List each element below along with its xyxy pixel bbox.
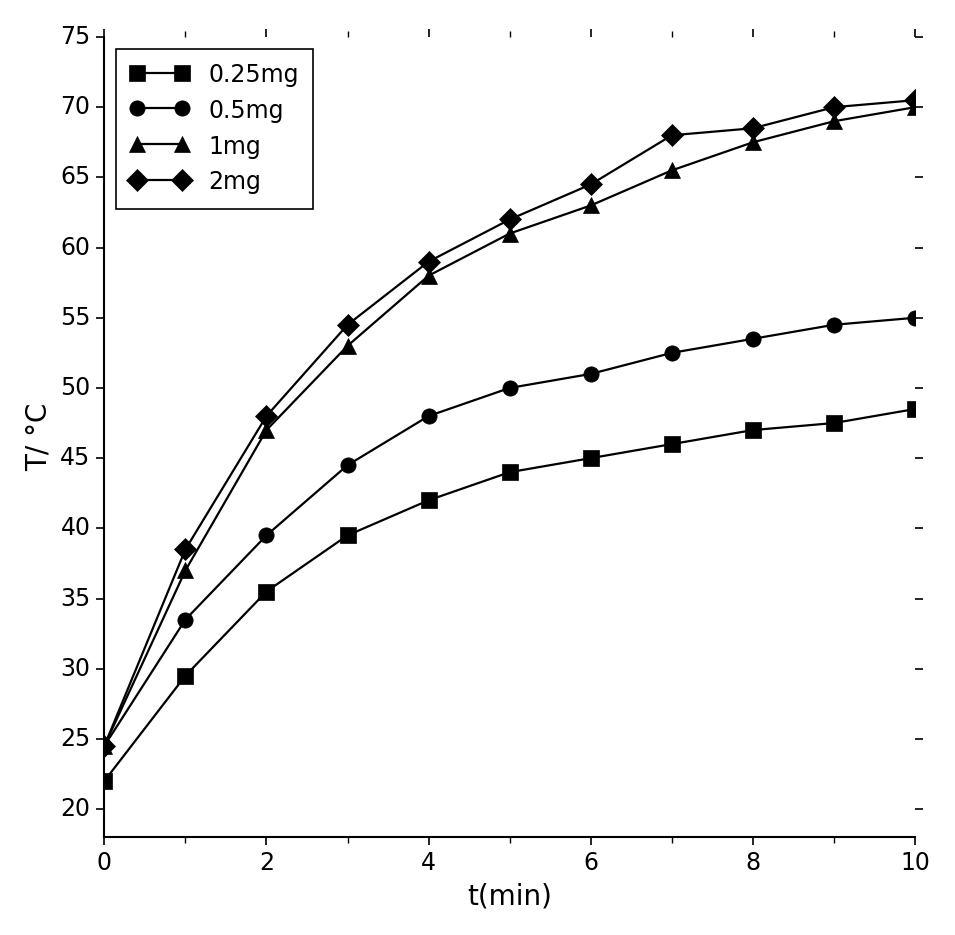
- 0.5mg: [342, 459, 353, 470]
- 0.25mg: [261, 586, 272, 597]
- 0.5mg: [180, 614, 191, 626]
- Y-axis label: T/ °C: T/ °C: [25, 403, 53, 471]
- Line: 1mg: 1mg: [96, 99, 923, 754]
- X-axis label: t(min): t(min): [467, 882, 552, 910]
- 0.25mg: [585, 453, 597, 464]
- 0.25mg: [747, 424, 758, 436]
- 2mg: [747, 122, 758, 134]
- 2mg: [667, 130, 678, 141]
- 0.25mg: [342, 530, 353, 541]
- 2mg: [98, 741, 110, 752]
- 2mg: [909, 94, 921, 106]
- 1mg: [747, 137, 758, 148]
- 0.25mg: [667, 439, 678, 450]
- 2mg: [423, 256, 435, 267]
- 0.5mg: [504, 382, 516, 394]
- 1mg: [98, 741, 110, 752]
- 0.25mg: [180, 670, 191, 682]
- 0.5mg: [585, 368, 597, 380]
- 0.25mg: [423, 495, 435, 506]
- 0.5mg: [909, 312, 921, 324]
- 0.25mg: [504, 467, 516, 478]
- 0.5mg: [261, 530, 272, 541]
- 1mg: [342, 340, 353, 352]
- 2mg: [828, 102, 839, 113]
- 0.5mg: [828, 319, 839, 330]
- 2mg: [261, 410, 272, 422]
- 1mg: [828, 116, 839, 127]
- Legend: 0.25mg, 0.5mg, 1mg, 2mg: 0.25mg, 0.5mg, 1mg, 2mg: [117, 49, 313, 209]
- 2mg: [180, 544, 191, 555]
- 0.25mg: [909, 403, 921, 414]
- 1mg: [909, 102, 921, 113]
- 1mg: [180, 565, 191, 576]
- 2mg: [585, 179, 597, 190]
- 0.5mg: [98, 741, 110, 752]
- Line: 0.25mg: 0.25mg: [96, 401, 923, 788]
- 2mg: [504, 214, 516, 225]
- 2mg: [342, 319, 353, 330]
- Line: 2mg: 2mg: [96, 93, 923, 754]
- 0.25mg: [828, 417, 839, 428]
- 1mg: [261, 424, 272, 436]
- 0.5mg: [667, 347, 678, 358]
- Line: 0.5mg: 0.5mg: [96, 310, 923, 754]
- 1mg: [667, 165, 678, 176]
- 1mg: [585, 200, 597, 211]
- 1mg: [504, 228, 516, 239]
- 0.5mg: [423, 410, 435, 422]
- 1mg: [423, 270, 435, 281]
- 0.25mg: [98, 775, 110, 786]
- 0.5mg: [747, 333, 758, 344]
